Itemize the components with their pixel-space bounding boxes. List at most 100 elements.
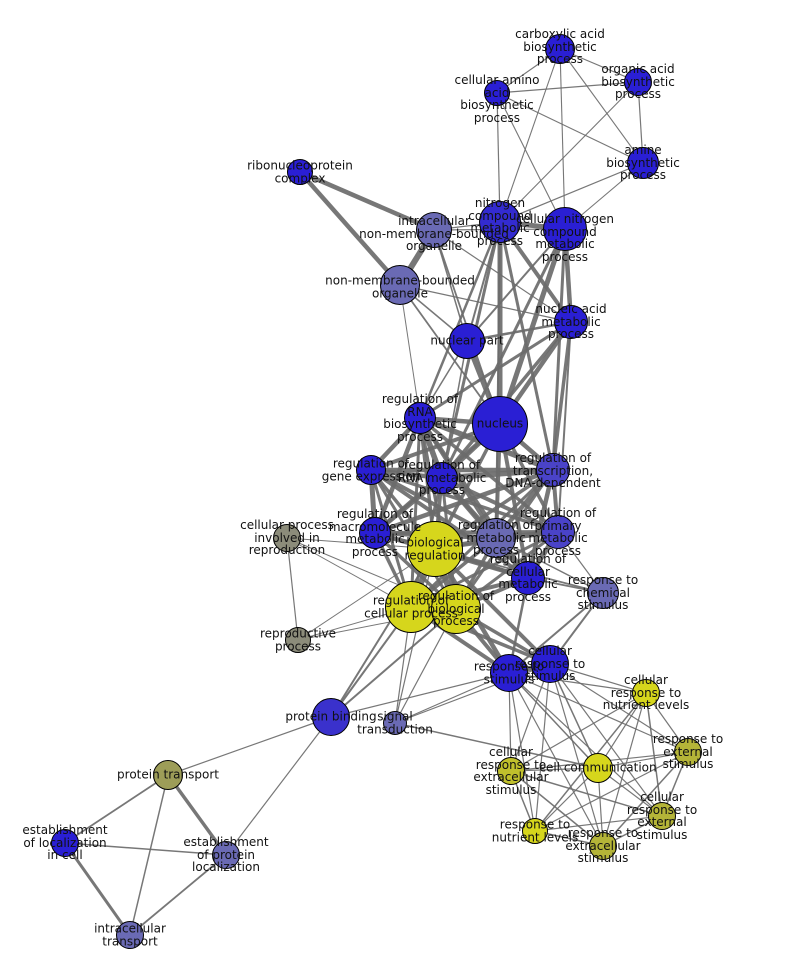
graph-edge xyxy=(508,672,536,832)
graph-node-response-to-extracellular-stimulus[interactable] xyxy=(589,832,617,860)
graph-edge xyxy=(551,321,573,471)
graph-node-non-membrane-bounded-organelle[interactable] xyxy=(380,265,420,305)
graph-node-protein-binding[interactable] xyxy=(312,698,350,736)
graph-node-regulation-of-macromolecule-metabolic-process[interactable] xyxy=(359,517,391,549)
graph-edge xyxy=(433,229,572,323)
graph-edge xyxy=(394,672,510,724)
graph-node-cellular-response-to-nutrient-levels[interactable] xyxy=(632,679,660,707)
graph-edge xyxy=(394,548,436,724)
graph-node-response-to-chemical-stimulus[interactable] xyxy=(587,577,619,609)
graph-edge xyxy=(394,722,599,769)
graph-edge xyxy=(549,663,663,817)
graph-node-nucleic-acid-metabolic-process[interactable] xyxy=(554,305,588,339)
graph-edge xyxy=(534,663,551,832)
graph-node-cellular-response-to-external-stimulus[interactable] xyxy=(648,802,676,830)
graph-edge xyxy=(374,530,559,535)
graph-node-cellular-process-involved-in-reproduction[interactable] xyxy=(273,524,301,552)
graph-edge xyxy=(496,92,644,164)
graph-edge xyxy=(497,228,568,425)
graph-edge xyxy=(597,751,689,769)
graph-edge xyxy=(298,170,402,287)
graph-edge xyxy=(557,321,572,533)
graph-node-regulation-of-biological-process[interactable] xyxy=(431,584,481,634)
graph-edge xyxy=(496,92,566,230)
graph-edge xyxy=(534,815,663,832)
graph-edge xyxy=(167,716,332,776)
graph-edge xyxy=(330,672,510,718)
graph-edge xyxy=(129,854,227,936)
graph-edge xyxy=(508,672,663,817)
graph-node-intracellular-non-membrane-bounded-organelle[interactable] xyxy=(416,212,452,248)
graph-edge xyxy=(508,672,604,847)
graph-node-cell-communication[interactable] xyxy=(583,753,613,783)
graph-edge xyxy=(534,751,689,832)
graph-node-establishment-of-protein-localization[interactable] xyxy=(212,841,240,869)
graph-edge xyxy=(286,537,299,641)
graph-edge xyxy=(129,774,169,936)
graph-edge xyxy=(525,469,556,579)
graph-node-amine-biosynthetic-process[interactable] xyxy=(627,147,659,179)
graph-node-regulation-of-primary-metabolic-process[interactable] xyxy=(541,515,575,549)
graph-node-regulation-of-transcription-dna-dependent[interactable] xyxy=(536,453,570,487)
graph-node-response-to-external-stimulus[interactable] xyxy=(674,738,702,766)
graph-edge xyxy=(499,162,644,223)
graph-edge xyxy=(499,81,639,223)
graph-node-reproductive-process[interactable] xyxy=(285,627,311,653)
graph-edge xyxy=(64,842,227,856)
graph-node-cellular-response-to-extracellular-stimulus[interactable] xyxy=(497,757,525,785)
graph-edge xyxy=(330,548,436,718)
graph-edge xyxy=(330,608,457,718)
graph-node-regulation-of-rna-metabolic-process[interactable] xyxy=(426,462,458,494)
graph-edge xyxy=(370,468,497,540)
graph-node-establishment-of-localization-in-cell[interactable] xyxy=(51,829,79,857)
graph-node-response-to-stimulus[interactable] xyxy=(490,654,528,692)
graph-node-signal-transduction[interactable] xyxy=(383,711,407,735)
graph-edge xyxy=(399,284,421,419)
graph-edge xyxy=(510,692,647,772)
graph-edge xyxy=(496,81,639,94)
graph-node-cellular-response-to-stimulus[interactable] xyxy=(531,645,569,683)
graph-edge xyxy=(508,672,689,753)
graph-edge xyxy=(409,417,422,608)
graph-node-nuclear-part[interactable] xyxy=(449,323,485,359)
graph-node-regulation-of-cellular-metabolic-process[interactable] xyxy=(511,561,545,595)
graph-edge xyxy=(559,48,644,164)
graph-node-cellular-amino-acid-biosynthetic-process[interactable] xyxy=(484,80,510,106)
graph-edge xyxy=(508,672,647,694)
graph-edge xyxy=(370,468,559,534)
graph-node-response-to-nutrient-levels[interactable] xyxy=(522,818,548,844)
graph-edge xyxy=(510,770,663,817)
graph-edge xyxy=(559,48,566,230)
graph-node-regulation-of-cellular-process[interactable] xyxy=(385,581,437,633)
graph-edge xyxy=(549,663,599,769)
graph-edge xyxy=(602,692,647,847)
graph-node-regulation-of-metabolic-process[interactable] xyxy=(476,518,516,558)
graph-edge xyxy=(495,537,604,594)
graph-edge xyxy=(510,770,604,847)
graph-edge xyxy=(645,692,663,817)
graph-edge xyxy=(508,592,604,674)
graph-edge xyxy=(299,169,435,233)
graph-edge xyxy=(419,320,572,420)
graph-node-carboxylic-acid-biosynthetic-process[interactable] xyxy=(545,34,575,64)
graph-node-regulation-of-gene-expression[interactable] xyxy=(356,455,386,485)
graph-node-regulation-of-rna-biosynthetic-process[interactable] xyxy=(404,402,436,434)
graph-node-biological-regulation[interactable] xyxy=(407,521,463,577)
graph-node-cellular-nitrogen-compound-metabolic-process[interactable] xyxy=(543,207,587,251)
graph-edge xyxy=(549,663,604,847)
graph-node-ribonucleoprotein-complex[interactable] xyxy=(287,159,313,185)
graph-node-nitrogen-compound-metabolic-process[interactable] xyxy=(479,201,521,243)
graph-edge xyxy=(496,92,501,223)
graph-edge xyxy=(63,842,132,936)
graph-node-intracellular-transport[interactable] xyxy=(116,921,144,949)
graph-node-nucleus[interactable] xyxy=(472,396,528,452)
graph-edge xyxy=(602,751,689,847)
graph-node-protein-transport[interactable] xyxy=(153,760,183,790)
graph-edge xyxy=(499,48,561,223)
graph-edge xyxy=(64,774,169,844)
graph-node-organic-acid-biosynthetic-process[interactable] xyxy=(624,68,652,96)
graph-edge xyxy=(399,284,572,323)
graph-edge xyxy=(225,716,332,856)
